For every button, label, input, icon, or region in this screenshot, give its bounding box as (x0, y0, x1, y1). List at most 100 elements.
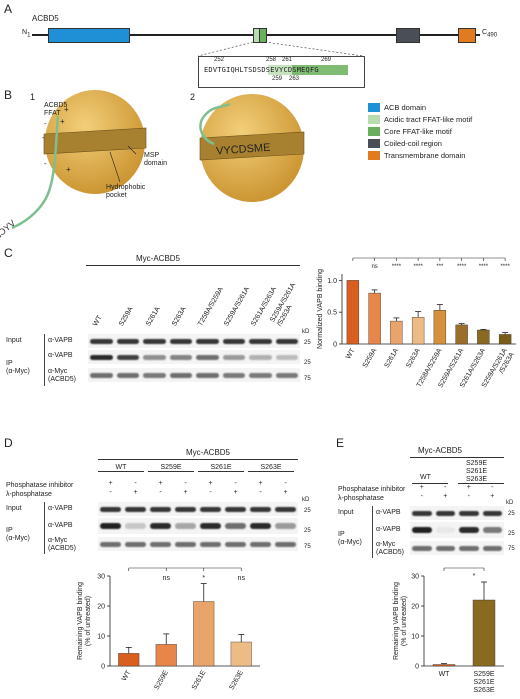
blot-band (150, 541, 171, 547)
pocket-label: Hydrophobic pocket (106, 184, 146, 199)
blot-e-ab-vapb-2: α-VAPB (376, 526, 401, 533)
blot-c-input-vapb (88, 334, 300, 348)
blot-band (100, 523, 121, 529)
panel-label-c: C (4, 246, 13, 260)
n-terminus: N1 (22, 29, 31, 39)
blot-band (249, 354, 272, 360)
blot-c-mw-1: 25 (304, 340, 311, 346)
blot-c-ab-vapb-1: α-VAPB (48, 337, 73, 344)
y-tick-label: 0 (101, 664, 105, 671)
blot-band (275, 506, 296, 512)
blot-e-mw-1: 25 (508, 511, 515, 517)
blot-d-group-label: S263E (248, 464, 294, 472)
blot-c-mw-3: 75 (304, 376, 311, 382)
blot-d-lp-label: λ-phosphatase (6, 491, 52, 498)
blot-d-ab-vapb-1: α-VAPB (48, 505, 73, 512)
ffat-tail-1 (11, 115, 60, 230)
blot-band (169, 354, 192, 360)
treatment-sign: - (284, 480, 287, 487)
blot-band (200, 541, 221, 547)
blot-band (196, 354, 219, 360)
acb-domain-box (48, 28, 130, 43)
c-terminus: C490 (482, 29, 498, 39)
treatment-sign: - (209, 489, 212, 496)
sig-label: * (202, 575, 205, 582)
treatment-sign: - (234, 480, 237, 487)
bar (193, 601, 215, 667)
blot-c-ip-myc (88, 368, 300, 382)
y-axis-label: Remaining VAPB binding(% of untreated) (393, 582, 408, 660)
bar (455, 324, 468, 345)
blot-d-mw-2: 25 (304, 528, 311, 534)
blot-c-lane-labels: WT S259A S261A S263A T258A/S259A S259A/S261A S… (90, 268, 300, 328)
blot-band (459, 527, 479, 533)
blot-d-ab-vapb-2: α-VAPB (48, 522, 73, 529)
x-tick-label: S259A/S261A/S263A (481, 347, 516, 393)
bar (411, 317, 425, 345)
legend-tm: Transmembrane domain (368, 150, 465, 160)
blot-band (459, 510, 479, 516)
blot-band (435, 527, 455, 533)
blot-c-ip-vapb (88, 350, 300, 364)
treatment-sign: + (419, 484, 424, 491)
treatment-sign: + (466, 484, 471, 491)
blot-d-mw-1: 25 (304, 508, 311, 514)
blot-d-ip: IP (α-Myc) (6, 527, 30, 542)
treatment-sign: + (208, 480, 213, 487)
y-tick-label: 10 (97, 634, 105, 641)
bar (118, 653, 140, 667)
blot-c-ab-vapb-2: α-VAPB (48, 352, 73, 359)
blot-d-header: Myc-ACBD5 (186, 448, 231, 457)
blot-band (125, 506, 146, 512)
blot-d-ip-vapb (98, 518, 298, 534)
blot-c-lane-label: WT (92, 314, 104, 328)
sig-label: **** (479, 264, 489, 270)
blot-band (143, 372, 166, 378)
blot-band (482, 510, 502, 516)
plus-2: + (60, 117, 65, 126)
treatment-sign: + (258, 480, 263, 487)
panel-label-a: A (4, 2, 13, 16)
panel-label-e: E (336, 436, 345, 450)
x-tick-label: S259A (362, 347, 379, 369)
blot-d-kd: kD (302, 497, 310, 503)
treatment-sign: + (158, 480, 163, 487)
blot-band (196, 338, 219, 344)
sig-label: **** (500, 264, 510, 270)
blot-band (482, 527, 502, 533)
treatment-sign: - (259, 489, 262, 496)
blot-d-ab-myc: α-Myc (ACBD5) (48, 537, 77, 552)
seq-num-269: 269 (321, 57, 332, 63)
treatment-sign: + (490, 493, 495, 500)
blot-band (125, 523, 146, 529)
domain-legend: ACB domain Acidic tract FFAT-like motif … (368, 102, 518, 162)
blot-band (200, 506, 221, 512)
blot-d-group-label: S261E (198, 464, 244, 472)
blot-band (196, 372, 219, 378)
x-tick-label: S263E (228, 669, 245, 691)
minus-3: - (44, 159, 47, 168)
msp-model-diagram: VYCDSME + + + - - - VYCDSME (0, 90, 305, 238)
y-tick-label: 30 (411, 574, 419, 581)
blot-c-lane-label: S261A (144, 305, 162, 328)
blot-band (200, 523, 221, 529)
bar (390, 320, 403, 345)
bar (432, 664, 456, 667)
bar (155, 644, 177, 667)
blot-band (275, 372, 298, 378)
legend-coiled: Coiled-coil region (368, 138, 442, 148)
treatment-sign: + (233, 489, 238, 496)
blot-band (175, 523, 196, 529)
blot-c-lane-label: T258A/S259A (197, 286, 226, 328)
blot-band (175, 541, 196, 547)
blot-c-lane-label: S259A/S261A (223, 285, 252, 328)
blot-band (459, 545, 479, 551)
blot-d-ip-myc (98, 537, 298, 551)
y-tick-label: 0 (415, 664, 419, 671)
plus-1: + (64, 105, 69, 114)
blot-band (225, 506, 246, 512)
sig-label: * (473, 573, 476, 580)
blot-band (249, 338, 272, 344)
blot-e-input: Input (338, 509, 354, 516)
